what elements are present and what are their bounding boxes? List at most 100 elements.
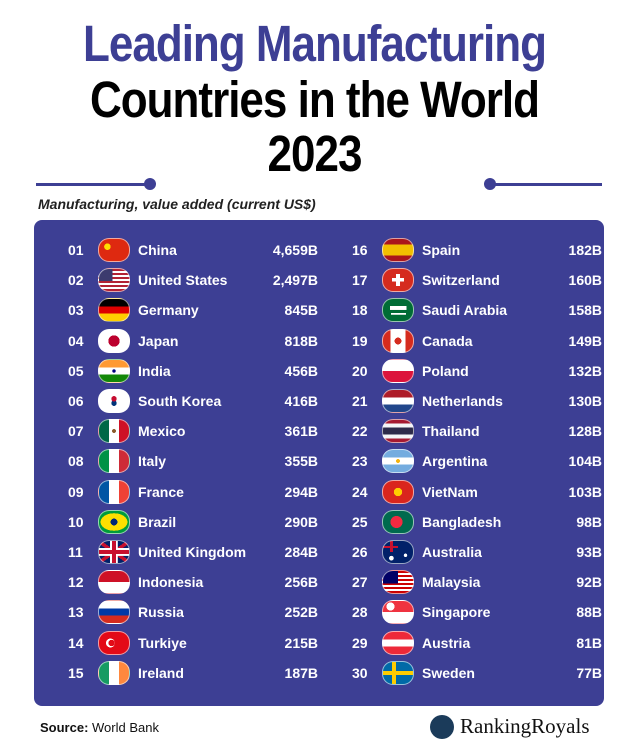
country-name: Brazil <box>138 513 177 530</box>
country-name: Mexico <box>138 423 186 440</box>
rank-number: 05 <box>68 362 84 379</box>
flag-australia-icon <box>382 540 414 564</box>
flag-bangladesh-icon <box>382 509 414 534</box>
country-name: Bangladesh <box>422 513 502 530</box>
flag-switzerland-icon <box>382 268 414 293</box>
flag-brazil-icon <box>98 509 130 534</box>
rank-number: 24 <box>352 483 368 500</box>
rank-number: 20 <box>352 362 368 379</box>
rank-number: 18 <box>352 302 368 319</box>
country-name: United Kingdom <box>138 544 247 560</box>
country-name: Austria <box>422 634 471 651</box>
flag-saudi-arabia-icon <box>382 298 414 323</box>
ranking-row: 13 Russia 252B <box>68 597 318 627</box>
rank-number: 03 <box>68 302 84 319</box>
rank-number: 04 <box>68 332 84 349</box>
country-name: Italy <box>138 453 167 470</box>
rank-number: 22 <box>352 423 368 440</box>
flag-mexico-icon <box>98 419 130 444</box>
title-year: 2023 <box>267 126 363 183</box>
country-name: China <box>138 242 177 258</box>
rank-number: 17 <box>352 272 368 289</box>
country-name: Germany <box>138 302 199 319</box>
ranking-row: 06 South Korea 416B <box>68 386 318 416</box>
manufacturing-value: 98B <box>576 513 602 530</box>
country-name: VietNam <box>422 483 478 500</box>
country-name: France <box>138 483 184 500</box>
flag-vietnam-icon <box>382 479 414 504</box>
rank-number: 02 <box>68 272 84 289</box>
flag-austria-icon <box>382 630 414 655</box>
rank-number: 15 <box>68 664 84 681</box>
manufacturing-value: 92B <box>576 574 602 591</box>
ranking-row: 19 Canada 149B <box>352 326 602 356</box>
manufacturing-value: 182B <box>568 242 602 258</box>
country-name: Thailand <box>422 423 480 440</box>
manufacturing-value: 103B <box>568 483 602 500</box>
ranking-row: 22 Thailand 128B <box>352 416 602 446</box>
decorative-dot-left <box>144 178 156 190</box>
manufacturing-value: 4,659B <box>272 242 318 258</box>
country-name: Japan <box>138 332 179 349</box>
manufacturing-value: 132B <box>568 362 602 379</box>
flag-france-icon <box>98 479 130 504</box>
flag-netherlands-icon <box>382 389 414 413</box>
manufacturing-value: 290B <box>284 513 318 530</box>
country-name: Singapore <box>422 604 491 621</box>
ranking-row: 01 China 4,659B <box>68 235 318 265</box>
ranking-row: 09 France 294B <box>68 477 318 507</box>
ranking-row: 12 Indonesia 256B <box>68 567 318 597</box>
country-name: Australia <box>422 544 482 560</box>
rank-number: 14 <box>68 634 84 651</box>
country-name: Argentina <box>422 453 488 470</box>
manufacturing-value: 355B <box>284 453 318 470</box>
title-line-1: Leading Manufacturing <box>83 16 547 73</box>
country-name: South Korea <box>138 393 222 409</box>
ranking-row: 24 VietNam 103B <box>352 477 602 507</box>
source-label: Source: <box>40 720 89 735</box>
flag-sweden-icon <box>382 660 414 685</box>
flag-canada-icon <box>382 328 414 353</box>
country-name: Poland <box>422 362 469 379</box>
rank-number: 13 <box>68 604 84 621</box>
rank-number: 16 <box>352 242 368 258</box>
ranking-row: 04 Japan 818B <box>68 326 318 356</box>
rank-number: 26 <box>352 544 368 560</box>
manufacturing-value: 187B <box>284 664 318 681</box>
country-name: Turkiye <box>138 634 187 651</box>
title-line-2: Countries in the World <box>90 72 540 129</box>
manufacturing-value: 88B <box>576 604 602 621</box>
country-name: Sweden <box>422 664 475 681</box>
rank-number: 21 <box>352 393 368 409</box>
manufacturing-value: 294B <box>284 483 318 500</box>
ranking-row: 21 Netherlands 130B <box>352 386 602 416</box>
flag-india-icon <box>98 358 130 383</box>
decorative-line-left <box>36 183 148 186</box>
ranking-row: 16 Spain 182B <box>352 235 602 265</box>
ranking-row: 30 Sweden 77B <box>352 658 602 688</box>
ranking-row: 20 Poland 132B <box>352 356 602 386</box>
manufacturing-value: 456B <box>284 362 318 379</box>
ranking-row: 07 Mexico 361B <box>68 416 318 446</box>
rank-number: 06 <box>68 393 84 409</box>
flag-spain-icon <box>382 238 414 262</box>
manufacturing-value: 2,497B <box>272 272 318 289</box>
source-value: World Bank <box>88 720 159 735</box>
ranking-row: 25 Bangladesh 98B <box>352 507 602 537</box>
manufacturing-value: 215B <box>284 634 318 651</box>
manufacturing-value: 284B <box>284 544 318 560</box>
manufacturing-value: 416B <box>284 393 318 409</box>
rank-number: 27 <box>352 574 368 591</box>
flag-turkiye-icon <box>98 630 130 655</box>
manufacturing-value: 361B <box>284 423 318 440</box>
subtitle: Manufacturing, value added (current US$) <box>38 196 316 212</box>
rank-number: 08 <box>68 453 84 470</box>
flag-argentina-icon <box>382 449 414 474</box>
ranking-row: 27 Malaysia 92B <box>352 567 602 597</box>
manufacturing-value: 149B <box>568 332 602 349</box>
country-name: Switzerland <box>422 272 500 289</box>
rank-number: 25 <box>352 513 368 530</box>
ranking-row: 26 Australia 93B <box>352 537 602 567</box>
manufacturing-value: 130B <box>568 393 602 409</box>
manufacturing-value: 77B <box>576 664 602 681</box>
